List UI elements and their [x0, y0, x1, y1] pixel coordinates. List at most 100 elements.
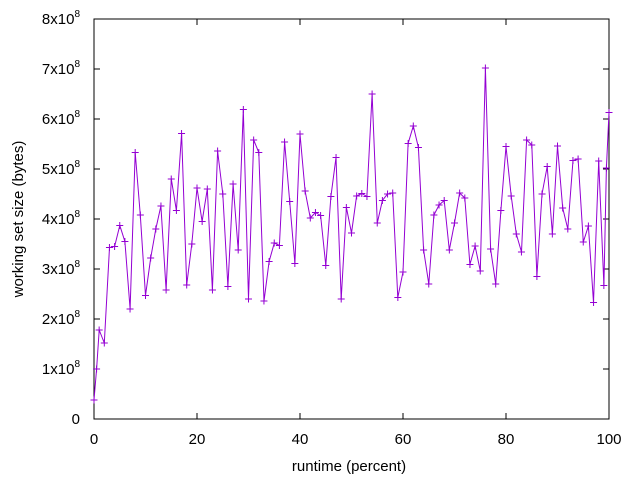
y-tick-label: 0: [72, 411, 80, 428]
data-point: [523, 136, 531, 144]
data-point: [275, 242, 283, 249]
data-point: [136, 211, 144, 219]
data-point: [250, 136, 258, 144]
data-point: [193, 184, 201, 192]
data-point: [363, 193, 371, 200]
data-point: [420, 246, 428, 254]
data-point: [461, 194, 469, 202]
data-point: [167, 175, 175, 183]
axis-ticks: [93, 18, 610, 420]
data-point: [487, 245, 495, 253]
data-point: [147, 254, 155, 262]
plot-frame: [93, 18, 610, 420]
data-point: [90, 396, 98, 404]
data-point: [116, 222, 124, 229]
x-axis-label: runtime (percent): [292, 458, 406, 475]
data-point: [605, 109, 613, 116]
data-point: [451, 219, 458, 227]
data-point: [502, 143, 510, 150]
data-point: [353, 192, 361, 200]
data-point: [126, 305, 134, 313]
data-point: [399, 268, 407, 276]
data-point: [327, 193, 335, 200]
data-point: [497, 207, 505, 214]
data-point: [111, 243, 119, 250]
data-point: [131, 149, 139, 156]
data-point: [291, 260, 299, 267]
data-point: [384, 190, 392, 198]
data-point: [178, 130, 186, 137]
data-point: [239, 106, 247, 113]
x-tick-label: 60: [395, 431, 412, 448]
data-point: [317, 212, 325, 219]
x-tick-label: 40: [292, 431, 309, 448]
data-point: [368, 90, 376, 98]
data-point: [574, 155, 582, 163]
y-tick-label: 4x108: [42, 209, 81, 228]
data-point: [569, 157, 577, 164]
data-point: [481, 64, 489, 72]
data-point: [100, 339, 108, 347]
y-tick-labels: 0 1x108 2x108 3x108 4x108 5x108 6x108 7x108 8x10…: [42, 9, 81, 428]
data-point: [234, 246, 242, 254]
data-point: [425, 280, 433, 288]
data-point: [93, 365, 101, 373]
y-tick-label: 3x108: [42, 259, 81, 278]
data-point: [322, 262, 330, 269]
x-tick-label: 100: [596, 431, 621, 448]
data-point: [590, 299, 598, 306]
data-point: [172, 207, 180, 214]
data-point: [306, 214, 314, 222]
data-point: [183, 281, 191, 289]
data-point: [602, 164, 610, 172]
data-point: [203, 185, 211, 193]
data-point: [245, 295, 252, 303]
data-point: [528, 141, 536, 149]
data-point: [564, 225, 572, 233]
data-point: [404, 140, 412, 147]
x-tick-labels: 0 20 40 60 80 100: [90, 431, 622, 448]
data-point: [95, 326, 103, 334]
data-point: [105, 244, 113, 251]
data-point: [456, 189, 464, 197]
x-tick-label: 20: [189, 431, 206, 448]
y-tick-label: 2x108: [42, 309, 81, 328]
data-point: [600, 282, 608, 289]
data-point: [373, 219, 381, 227]
data-point: [543, 163, 551, 170]
data-point: [311, 209, 319, 216]
data-point: [281, 138, 289, 146]
data-point: [507, 192, 515, 200]
data-point: [595, 157, 603, 165]
data-point: [476, 267, 484, 275]
series-working-set: [90, 64, 613, 404]
data-point: [214, 147, 222, 155]
y-tick-label: 8x108: [42, 9, 81, 28]
data-point: [517, 248, 525, 256]
data-point: [554, 142, 561, 150]
data-point: [548, 230, 556, 238]
data-point: [471, 242, 479, 250]
data-point: [584, 222, 592, 230]
data-point: [162, 286, 170, 294]
data-point: [255, 149, 263, 156]
data-point: [265, 258, 273, 265]
data-point: [301, 187, 309, 195]
data-point: [579, 238, 587, 246]
data-point: [445, 246, 453, 254]
y-tick-label: 5x108: [42, 159, 81, 178]
data-point: [229, 180, 237, 188]
data-point: [219, 190, 227, 198]
data-point: [533, 273, 541, 280]
data-point: [260, 297, 268, 305]
y-tick-label: 7x108: [42, 59, 81, 78]
data-point: [188, 240, 196, 248]
data-point: [337, 295, 345, 303]
y-axis-label: working set size (bytes): [10, 141, 27, 299]
data-point: [440, 197, 448, 204]
data-point: [198, 218, 206, 225]
data-point: [296, 130, 304, 138]
data-point: [430, 211, 438, 219]
x-tick-label: 80: [498, 431, 515, 448]
data-point: [389, 189, 397, 197]
